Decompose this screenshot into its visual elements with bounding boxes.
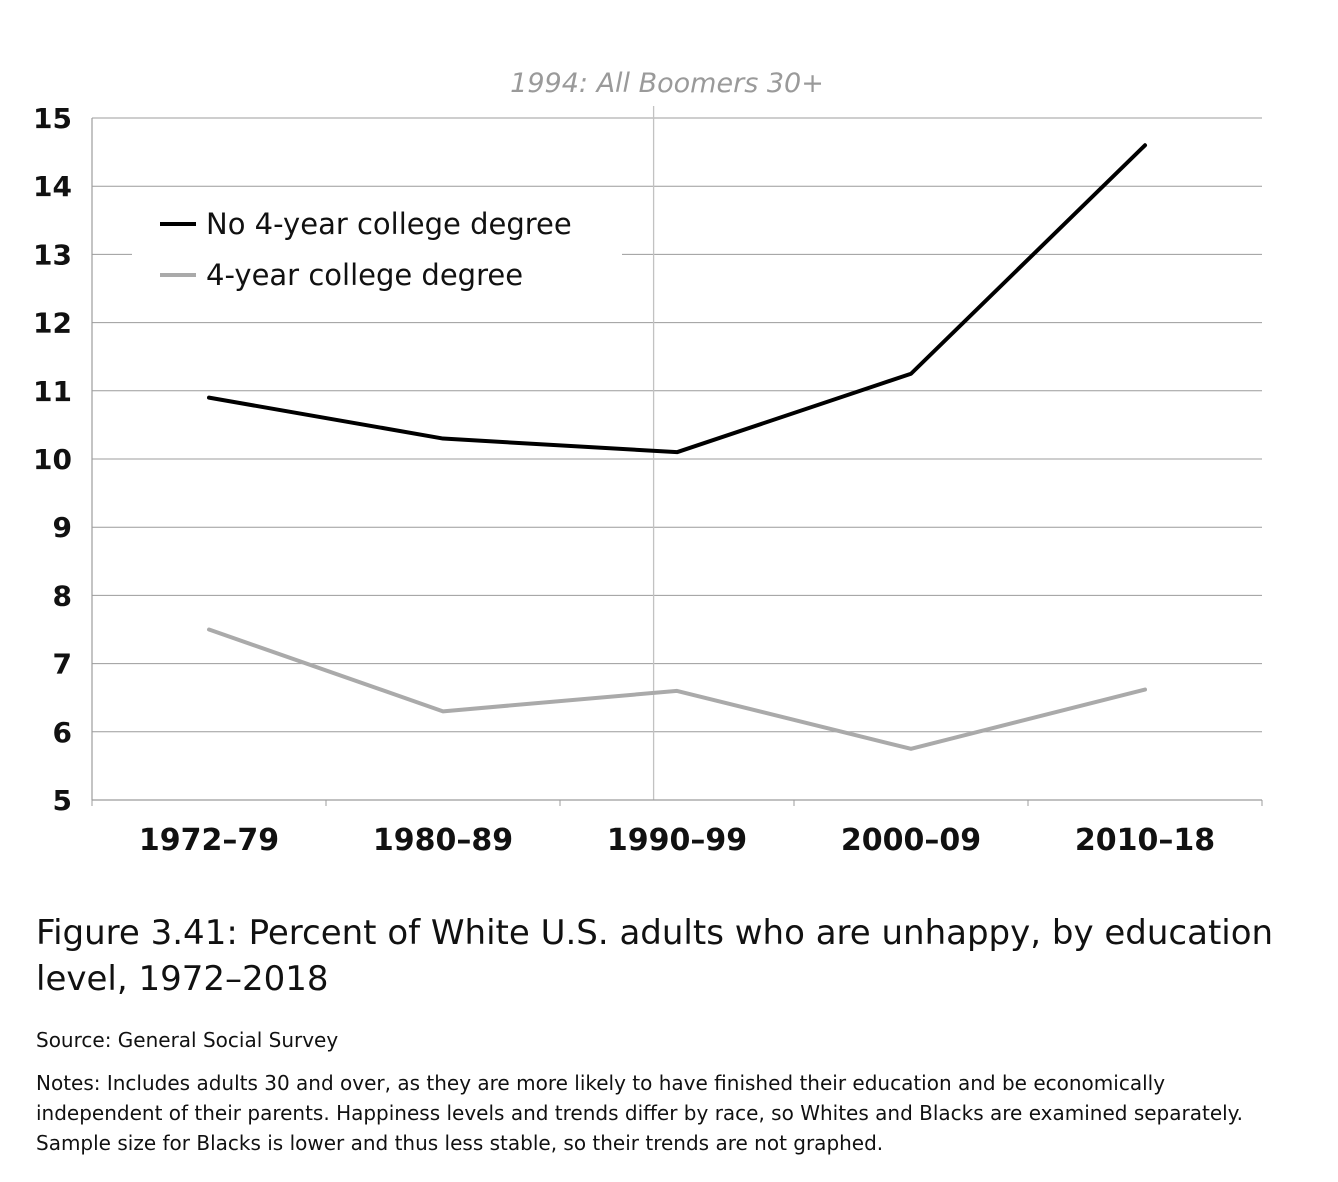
axes: 5 6 7 8 9 10 11 12 13 14 15 1972–79 1980–89 1990–99 20…	[33, 102, 1263, 858]
y-tick-label: 14	[33, 170, 72, 203]
y-tick-label: 12	[33, 307, 72, 340]
legend-label: 4-year college degree	[206, 258, 523, 292]
y-tick-label: 13	[33, 238, 72, 271]
x-tick-label: 2010–18	[1075, 823, 1215, 858]
x-tick-label: 1972–79	[139, 823, 279, 858]
y-tick-label: 15	[33, 102, 72, 135]
grid-lines	[92, 117, 1262, 733]
legend: No 4-year college degree 4-year college d…	[132, 196, 622, 300]
figure-source: Source: General Social Survey	[36, 1028, 339, 1052]
annotation-label: 1994: All Boomers 30+	[510, 68, 824, 99]
y-tick-label: 11	[33, 375, 72, 408]
figure-caption-title: Figure 3.41: Percent of White U.S. adult…	[36, 913, 1274, 999]
y-tick-label: 8	[53, 579, 72, 612]
y-tick-label: 5	[53, 784, 72, 817]
y-tick-label: 9	[53, 511, 72, 544]
series-line-1	[207, 627, 1147, 751]
x-tick-label: 1990–99	[607, 823, 747, 858]
x-tick-label: 1980–89	[373, 823, 513, 858]
legend-background	[132, 196, 622, 300]
y-tick-label: 6	[53, 716, 72, 749]
x-tick-label: 2000–09	[841, 823, 981, 858]
figure-notes: Notes: Includes adults 30 and over, as t…	[36, 1071, 1244, 1155]
legend-label: No 4-year college degree	[206, 207, 572, 241]
line-chart: 5 6 7 8 9 10 11 12 13 14 15 1972–79 1980–89 1990–99 20…	[33, 68, 1263, 858]
series-lines	[207, 143, 1147, 751]
series-line-0	[207, 143, 1147, 455]
y-tick-label: 7	[53, 648, 72, 681]
y-tick-label: 10	[33, 443, 72, 476]
